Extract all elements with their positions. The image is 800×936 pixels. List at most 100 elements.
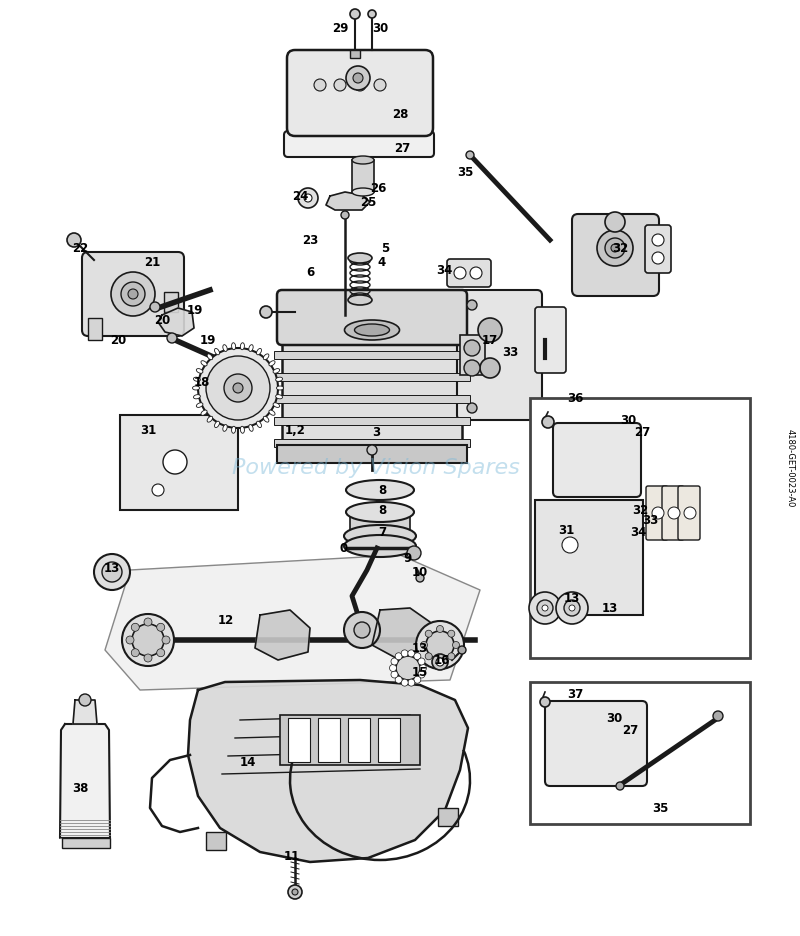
FancyBboxPatch shape xyxy=(447,259,491,287)
Circle shape xyxy=(542,416,554,428)
Text: 25: 25 xyxy=(360,196,376,209)
Text: 31: 31 xyxy=(140,423,156,436)
Text: 13: 13 xyxy=(104,562,120,575)
Bar xyxy=(274,373,470,381)
Circle shape xyxy=(416,621,464,669)
Circle shape xyxy=(437,657,443,665)
Bar xyxy=(318,718,340,762)
Polygon shape xyxy=(60,724,110,838)
Text: 9: 9 xyxy=(404,551,412,564)
Bar xyxy=(378,718,400,762)
FancyBboxPatch shape xyxy=(457,290,542,420)
Circle shape xyxy=(616,782,624,790)
Text: 14: 14 xyxy=(240,755,256,768)
Circle shape xyxy=(102,562,122,582)
Circle shape xyxy=(713,711,723,721)
FancyBboxPatch shape xyxy=(545,701,647,786)
Circle shape xyxy=(235,363,245,373)
FancyBboxPatch shape xyxy=(678,486,700,540)
Circle shape xyxy=(350,9,360,19)
Text: 19: 19 xyxy=(200,333,216,346)
Circle shape xyxy=(344,612,380,648)
Circle shape xyxy=(353,73,363,83)
Polygon shape xyxy=(255,610,310,660)
Circle shape xyxy=(464,360,480,376)
Text: 23: 23 xyxy=(302,233,318,246)
Text: 4180-GET-0023-A0: 4180-GET-0023-A0 xyxy=(786,429,795,507)
Circle shape xyxy=(122,614,174,666)
Circle shape xyxy=(426,631,454,659)
Circle shape xyxy=(126,636,134,644)
Circle shape xyxy=(354,622,370,638)
Bar xyxy=(348,718,370,762)
Text: 19: 19 xyxy=(187,303,203,316)
Bar xyxy=(280,715,420,765)
Circle shape xyxy=(425,652,432,660)
Circle shape xyxy=(224,374,252,402)
Circle shape xyxy=(233,383,243,393)
Text: 24: 24 xyxy=(292,189,308,202)
Circle shape xyxy=(79,694,91,706)
Circle shape xyxy=(260,306,272,318)
Circle shape xyxy=(298,188,318,208)
Circle shape xyxy=(437,625,443,633)
Bar xyxy=(274,417,470,425)
FancyBboxPatch shape xyxy=(535,307,566,373)
Ellipse shape xyxy=(214,421,219,428)
Circle shape xyxy=(467,403,477,413)
Circle shape xyxy=(206,356,270,420)
Bar xyxy=(206,832,226,850)
Ellipse shape xyxy=(214,348,219,355)
Circle shape xyxy=(562,537,578,553)
Circle shape xyxy=(436,658,444,666)
Circle shape xyxy=(564,600,580,616)
Ellipse shape xyxy=(249,425,253,431)
Ellipse shape xyxy=(231,426,236,433)
Circle shape xyxy=(150,302,160,312)
Bar xyxy=(274,351,470,359)
Text: 13: 13 xyxy=(602,602,618,615)
Circle shape xyxy=(198,348,278,428)
Circle shape xyxy=(652,234,664,246)
Ellipse shape xyxy=(276,395,282,399)
Circle shape xyxy=(408,650,415,657)
Text: 22: 22 xyxy=(72,241,88,255)
Bar xyxy=(88,318,102,340)
Circle shape xyxy=(128,289,138,299)
Bar xyxy=(282,340,462,450)
Circle shape xyxy=(111,272,155,316)
Circle shape xyxy=(401,680,408,686)
Text: 4: 4 xyxy=(378,256,386,269)
Ellipse shape xyxy=(194,377,200,381)
Circle shape xyxy=(418,658,425,665)
Circle shape xyxy=(668,507,680,519)
Circle shape xyxy=(144,618,152,626)
Text: 7: 7 xyxy=(378,525,386,538)
Text: 27: 27 xyxy=(394,141,410,154)
Bar xyxy=(277,445,467,463)
Ellipse shape xyxy=(263,354,269,359)
Ellipse shape xyxy=(263,417,269,422)
Bar xyxy=(438,808,458,826)
Circle shape xyxy=(144,654,152,662)
Text: 29: 29 xyxy=(332,22,348,35)
Text: 8: 8 xyxy=(378,504,386,517)
Text: 10: 10 xyxy=(412,565,428,578)
Text: 27: 27 xyxy=(622,724,638,737)
Bar xyxy=(274,439,470,447)
Circle shape xyxy=(478,318,502,342)
Circle shape xyxy=(454,267,466,279)
Text: 6: 6 xyxy=(306,266,314,279)
Circle shape xyxy=(334,79,346,91)
Bar xyxy=(350,512,410,546)
Circle shape xyxy=(605,238,625,258)
Circle shape xyxy=(540,697,550,707)
Text: 30: 30 xyxy=(606,711,622,724)
FancyBboxPatch shape xyxy=(572,214,659,296)
Text: 30: 30 xyxy=(372,22,388,35)
Circle shape xyxy=(94,554,130,590)
Ellipse shape xyxy=(348,253,372,263)
Circle shape xyxy=(480,358,500,378)
Text: 32: 32 xyxy=(612,241,628,255)
Ellipse shape xyxy=(354,324,390,336)
